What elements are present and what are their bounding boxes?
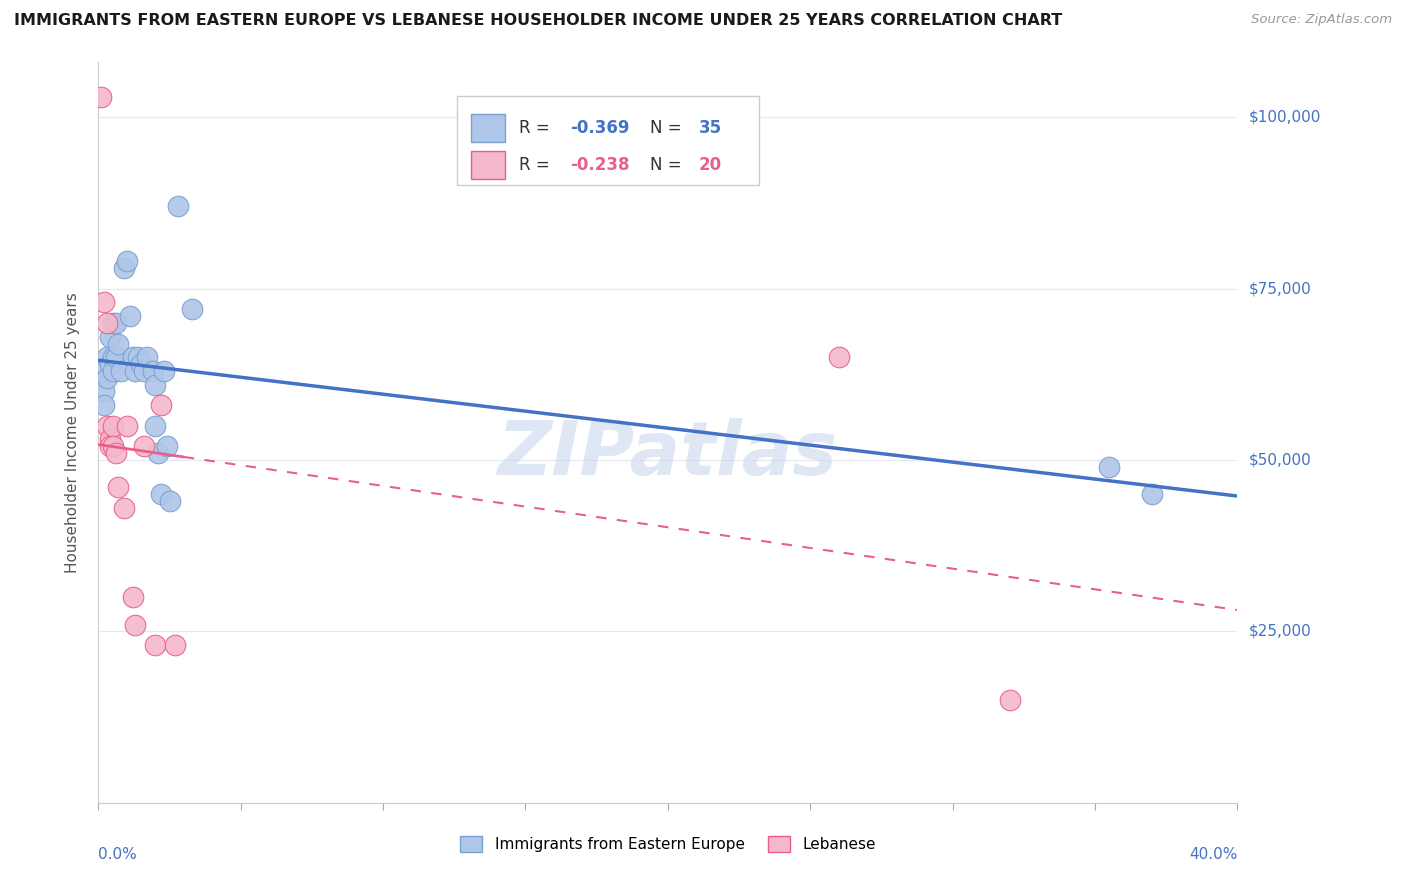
Point <box>153 364 176 378</box>
Point <box>96 418 118 433</box>
Point <box>98 433 121 447</box>
Text: $50,000: $50,000 <box>1249 452 1312 467</box>
Point <box>98 357 121 371</box>
Point <box>132 439 155 453</box>
Point <box>145 418 167 433</box>
Point <box>165 638 187 652</box>
Point <box>124 617 146 632</box>
Point <box>115 418 138 433</box>
Point <box>181 302 204 317</box>
Text: R =: R = <box>519 119 554 136</box>
Point <box>90 364 112 378</box>
Point <box>150 398 173 412</box>
Point <box>1098 459 1121 474</box>
FancyBboxPatch shape <box>457 95 759 185</box>
Point <box>104 350 127 364</box>
Point <box>107 480 129 494</box>
Text: IMMIGRANTS FROM EASTERN EUROPE VS LEBANESE HOUSEHOLDER INCOME UNDER 25 YEARS COR: IMMIGRANTS FROM EASTERN EUROPE VS LEBANE… <box>14 13 1063 29</box>
Point <box>135 350 157 364</box>
Point <box>98 439 121 453</box>
Point <box>104 316 127 330</box>
Text: -0.238: -0.238 <box>569 155 630 174</box>
Point <box>104 446 127 460</box>
Point <box>112 261 135 276</box>
Point <box>127 350 149 364</box>
Point <box>129 357 152 371</box>
Point <box>110 364 132 378</box>
Point <box>1140 487 1163 501</box>
Point <box>96 350 118 364</box>
Point <box>124 364 146 378</box>
Point <box>121 350 143 364</box>
Text: R =: R = <box>519 155 554 174</box>
Point <box>150 487 173 501</box>
Text: N =: N = <box>650 119 686 136</box>
Text: $75,000: $75,000 <box>1249 281 1312 296</box>
Text: ZIPatlas: ZIPatlas <box>498 418 838 491</box>
Point <box>121 590 143 604</box>
Point <box>167 199 190 213</box>
Text: 0.0%: 0.0% <box>98 847 138 863</box>
Point <box>156 439 179 453</box>
Text: 40.0%: 40.0% <box>1189 847 1237 863</box>
FancyBboxPatch shape <box>471 113 505 142</box>
Point <box>141 364 163 378</box>
Point <box>159 494 181 508</box>
Point <box>101 418 124 433</box>
Text: 20: 20 <box>699 155 721 174</box>
Point <box>145 638 167 652</box>
Text: N =: N = <box>650 155 686 174</box>
Point <box>96 316 118 330</box>
Point <box>93 384 115 399</box>
Point <box>145 377 167 392</box>
Point <box>101 316 124 330</box>
Point <box>118 309 141 323</box>
FancyBboxPatch shape <box>471 151 505 178</box>
Point <box>148 446 170 460</box>
Point <box>828 350 851 364</box>
Point <box>115 254 138 268</box>
Point <box>998 693 1021 707</box>
Point <box>107 336 129 351</box>
Y-axis label: Householder Income Under 25 years: Householder Income Under 25 years <box>65 293 80 573</box>
Point <box>93 398 115 412</box>
Text: $25,000: $25,000 <box>1249 624 1312 639</box>
Text: 35: 35 <box>699 119 721 136</box>
Point <box>101 350 124 364</box>
Point <box>96 371 118 385</box>
Point <box>101 364 124 378</box>
Point <box>90 89 112 103</box>
Point <box>112 501 135 516</box>
Point <box>93 295 115 310</box>
Point <box>101 439 124 453</box>
Text: $100,000: $100,000 <box>1249 110 1320 125</box>
Point <box>132 364 155 378</box>
Legend: Immigrants from Eastern Europe, Lebanese: Immigrants from Eastern Europe, Lebanese <box>453 830 883 858</box>
Text: Source: ZipAtlas.com: Source: ZipAtlas.com <box>1251 13 1392 27</box>
Point <box>98 329 121 343</box>
Text: -0.369: -0.369 <box>569 119 630 136</box>
